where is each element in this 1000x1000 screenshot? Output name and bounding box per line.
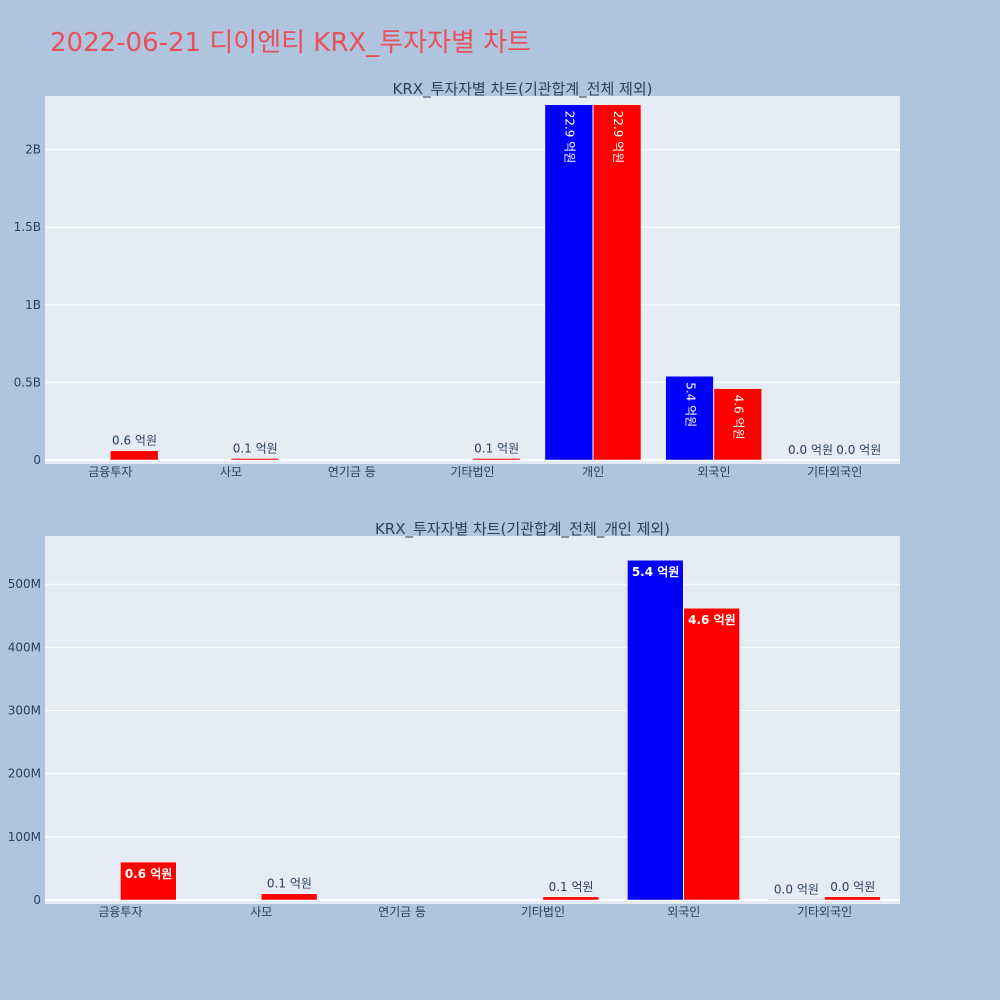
page-title: 2022-06-21 디이엔티 KRX_투자자별 차트 (50, 28, 532, 58)
x-tick-label: 기타외국인 (797, 905, 852, 919)
bar-sell (230, 458, 280, 461)
x-tick-label: 연기금 등 (378, 905, 426, 919)
x-tick-label: 연기금 등 (328, 465, 376, 479)
y-tick-label: 0.5B (14, 375, 41, 389)
x-tick-label: 외국인 (697, 465, 730, 479)
bar-sell (713, 388, 762, 461)
data-label: 0.1 억원 (549, 880, 594, 894)
x-tick-label: 기타법인 (521, 905, 565, 919)
y-tick-label: 1.5B (14, 220, 41, 234)
bar-sell (110, 450, 159, 461)
data-label: 0.6 억원 (125, 867, 173, 881)
bar-sell (542, 896, 600, 901)
data-label: 4.6 억원 (732, 395, 746, 440)
data-label: 22.9 억원 (563, 111, 577, 164)
data-label: 5.4 억원 (632, 565, 680, 579)
y-tick-label: 2B (25, 143, 41, 157)
data-label: 0.1 억원 (267, 877, 312, 891)
y-tick-label: 100M (8, 830, 41, 844)
bar-buy (627, 559, 684, 901)
x-tick-label: 기타외국인 (807, 465, 862, 479)
data-label: 0.0 억원 (836, 443, 881, 457)
bar-sell (592, 104, 642, 461)
x-tick-label: 개인 (582, 465, 604, 479)
plot-area (45, 96, 900, 464)
chart-1: 0 0.5B 1B 1.5B 2B KRX_투자자별 차트(기관합계_전체 제외) 금융투자… (14, 80, 900, 479)
bar-buy (544, 104, 593, 461)
y-tick-label: 500M (8, 577, 41, 591)
data-label: 0.6 억원 (112, 434, 157, 448)
chart-title: KRX_투자자별 차트(기관합계_전체 제외) (393, 80, 653, 99)
bar-buy (665, 375, 714, 461)
data-label: 4.6 억원 (688, 613, 736, 627)
data-label: 22.9 억원 (611, 111, 625, 164)
x-tick-label: 기타법인 (450, 465, 494, 479)
y-tick-label: 400M (8, 640, 41, 654)
bar-sell (824, 896, 881, 901)
data-label: 0.1 억원 (474, 441, 519, 455)
data-label: 5.4 억원 (683, 382, 697, 427)
y-tick-label: 200M (8, 767, 41, 781)
data-label: 0.0 억원 (788, 443, 833, 457)
bar-sell (472, 458, 521, 461)
bar-buy (768, 899, 825, 901)
y-tick-label: 300M (8, 704, 41, 718)
y-tick-label: 0 (33, 893, 41, 907)
x-tick-label: 외국인 (667, 905, 700, 919)
bar-sell (261, 893, 318, 901)
x-tick-label: 사모 (220, 465, 242, 479)
bar-sell (120, 861, 177, 901)
x-tick-label: 사모 (250, 905, 272, 919)
data-label: 0.0 억원 (830, 880, 875, 894)
y-tick-label: 1B (25, 298, 41, 312)
x-tick-label: 금융투자 (88, 465, 132, 479)
x-tick-label: 금융투자 (98, 905, 142, 919)
chart-title: KRX_투자자별 차트(기관합계_전체_개인 제외) (375, 520, 670, 539)
data-label: 0.1 억원 (233, 441, 278, 455)
chart-2: 0 100M 200M 300M 400M 500M KRX_투자자별 차트(기관합계_전체… (8, 520, 900, 919)
y-tick-label: 0 (33, 453, 41, 467)
plot-area (45, 536, 900, 904)
data-label: 0.0 억원 (774, 882, 819, 896)
bar-sell (683, 607, 740, 901)
